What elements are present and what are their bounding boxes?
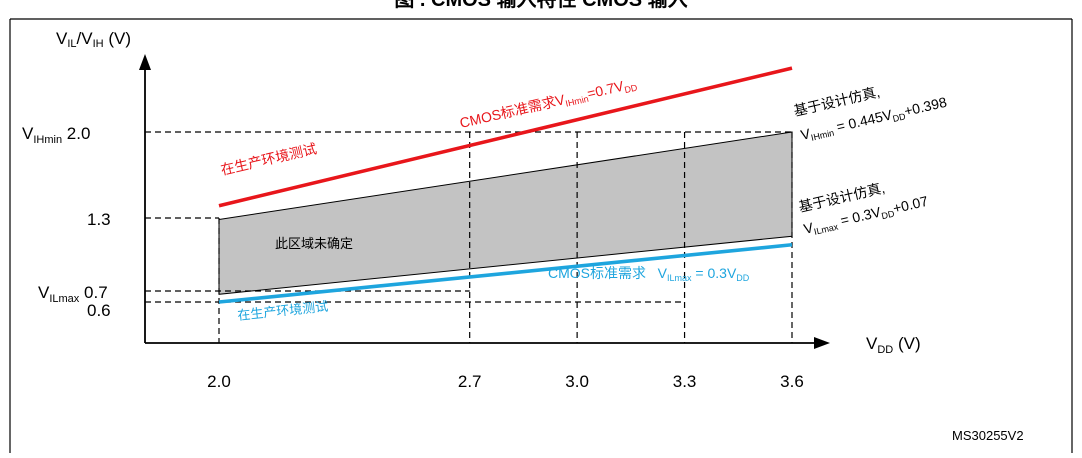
xtick-label: 2.0	[207, 372, 231, 391]
x-axis-arrow	[814, 337, 830, 349]
annotation-region: 此区域未确定	[275, 236, 353, 251]
ytick-1-3: 1.3	[87, 210, 111, 229]
y-axis-arrow	[139, 54, 151, 70]
series-blue-vilmax-requirement	[218, 242, 793, 304]
xtick-label: 2.7	[458, 372, 482, 391]
figure-title: 图 . CMOS 输入特性 CMOS 输入	[394, 0, 687, 11]
xtick-label: 3.6	[780, 372, 804, 391]
ytick-0-6: 0.6	[87, 301, 111, 320]
annotation-red-requirement: CMOS标准需求VIHmin=0.7VDD	[458, 75, 639, 133]
x-tick-labels: 2.0 2.7 3.0 3.3 3.6	[207, 372, 804, 391]
annotation-blue-requirement: CMOS标准需求 VILmax = 0.3VDD	[548, 265, 750, 283]
annotation-red-test: 在生产环境测试	[219, 140, 318, 178]
ytick-vilmax: VILmax 0.7	[38, 283, 108, 305]
xtick-label: 3.3	[673, 372, 697, 391]
ytick-vihmin: VIHmin 2.0	[22, 124, 90, 146]
figure-code: MS30255V2	[952, 428, 1024, 443]
dashed-guides	[145, 131, 793, 343]
x-axis-label: VDD (V)	[866, 334, 921, 356]
y-axis-label: VIL/VIH (V)	[56, 29, 131, 50]
xtick-label: 3.0	[565, 372, 589, 391]
series-red-vihmin-requirement	[218, 66, 793, 208]
